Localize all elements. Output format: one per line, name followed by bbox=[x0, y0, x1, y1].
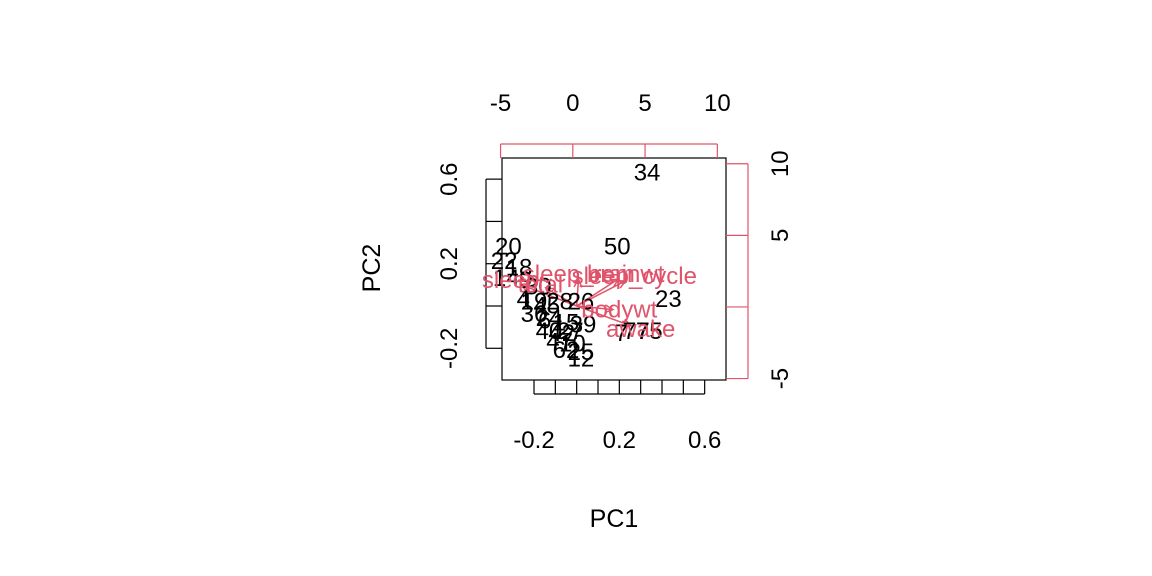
loading-label: bodywt bbox=[581, 297, 657, 324]
loading-label: brainwt bbox=[587, 261, 665, 288]
right-tick-label: 5 bbox=[767, 229, 794, 242]
observation-label: 15 bbox=[553, 309, 580, 336]
observation-label: 6 bbox=[538, 307, 551, 334]
observation-label: 12 bbox=[568, 345, 595, 372]
observation-label: 19 bbox=[521, 288, 548, 315]
x-axis-title: PC1 bbox=[590, 505, 639, 533]
loading-arrow-head bbox=[622, 318, 633, 328]
top-tick-label: -5 bbox=[490, 90, 511, 117]
loading-arrow-shaft bbox=[576, 278, 619, 307]
observation-label: 47 bbox=[546, 328, 573, 355]
observation-label: 26 bbox=[568, 288, 595, 315]
observation-label: 25 bbox=[568, 339, 595, 366]
loading-arrow-head bbox=[604, 304, 615, 314]
observation-label: 62 bbox=[553, 337, 580, 364]
observation-label: 27 bbox=[557, 318, 584, 345]
plot-frame bbox=[501, 157, 727, 381]
loading-arrows bbox=[518, 277, 633, 328]
loading-arrow-shaft bbox=[575, 278, 580, 307]
loading-label: sleep_cycle bbox=[572, 263, 697, 290]
loading-arrow-shaft bbox=[576, 280, 626, 307]
loading-arrow-head bbox=[544, 287, 555, 296]
top-tick-label: 10 bbox=[704, 90, 731, 117]
x-tick-label: 0.6 bbox=[688, 427, 721, 454]
loading-arrow-shaft bbox=[545, 287, 578, 307]
observation-label: 9 bbox=[519, 267, 532, 294]
y-tick-label: 0.6 bbox=[436, 162, 463, 195]
observation-label: 40 bbox=[536, 318, 563, 345]
observation-label: 45 bbox=[533, 293, 560, 320]
x-tick-label: -0.2 bbox=[513, 427, 554, 454]
observation-label: 77 bbox=[623, 318, 650, 345]
observation-label: 24 bbox=[536, 305, 563, 332]
top-tick-label: 0 bbox=[566, 90, 579, 117]
loading-arrow-head bbox=[616, 280, 628, 289]
observation-label: 36 bbox=[521, 301, 548, 328]
loading-label: sleep_rem bbox=[523, 261, 635, 288]
observation-label: 23 bbox=[655, 286, 682, 313]
observation-label: 34 bbox=[634, 159, 661, 186]
loading-arrow-shaft bbox=[576, 305, 614, 311]
y-tick-label: 0.2 bbox=[436, 247, 463, 280]
observation-label: 42 bbox=[548, 320, 575, 347]
loading-arrow-shaft bbox=[520, 283, 577, 307]
loading-arrow-head bbox=[518, 282, 530, 292]
observation-label: 18 bbox=[506, 254, 533, 281]
loading-arrow-shaft bbox=[576, 305, 632, 327]
observation-label: 7 bbox=[615, 320, 628, 347]
x-tick-label: 0.2 bbox=[603, 427, 636, 454]
observation-label: 4 bbox=[517, 286, 530, 313]
observation-label: 14 bbox=[493, 265, 520, 292]
y-axis-title: PC2 bbox=[358, 244, 386, 293]
loading-label: total bbox=[518, 271, 563, 298]
loading-arrow-head bbox=[573, 277, 583, 288]
observation-label: 22 bbox=[491, 248, 518, 275]
observation-label: 10 bbox=[559, 331, 586, 358]
loading-arrow-head bbox=[609, 278, 620, 288]
top-tick-label: 5 bbox=[638, 90, 651, 117]
observation-label: 75 bbox=[636, 318, 663, 345]
y-tick-label: -0.2 bbox=[436, 328, 463, 369]
observation-label: 30 bbox=[525, 273, 552, 300]
observation-label: 28 bbox=[546, 288, 573, 315]
observation-label: 39 bbox=[570, 312, 597, 339]
axes-layer: -0.2 0.2 0.6 -0.2 0.2 0.6 -5 0 5 10 -5 5 10 bbox=[436, 90, 794, 454]
loading-label: sleep bbox=[482, 267, 539, 294]
right-tick-label: 10 bbox=[767, 150, 794, 177]
right-tick-label: -5 bbox=[767, 368, 794, 389]
observation-label: 20 bbox=[495, 233, 522, 260]
loading-label: awake bbox=[606, 316, 675, 343]
observation-label: 50 bbox=[604, 233, 631, 260]
